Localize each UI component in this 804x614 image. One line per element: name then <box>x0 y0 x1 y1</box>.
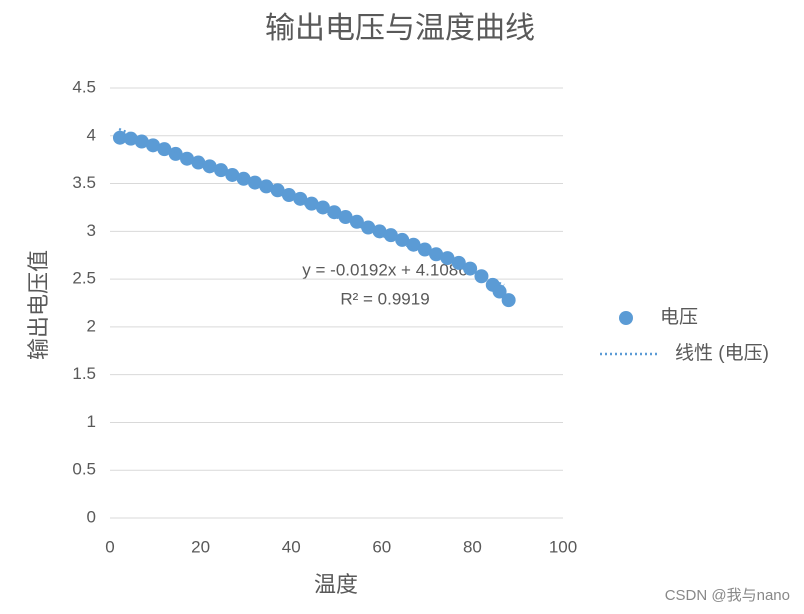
legend-label: 电压 <box>660 306 698 328</box>
x-tick-label: 20 <box>191 537 210 556</box>
data-point <box>202 159 217 174</box>
x-tick-label: 80 <box>463 537 482 556</box>
data-point <box>417 242 432 257</box>
y-tick-label: 0.5 <box>72 460 96 479</box>
x-tick-label: 60 <box>372 537 391 556</box>
data-point <box>259 179 274 194</box>
y-tick-label: 2 <box>87 316 96 335</box>
y-tick-label: 3 <box>87 221 96 240</box>
y-tick-label: 0 <box>87 507 96 526</box>
data-point <box>236 171 251 186</box>
watermark: CSDN @我与nano <box>665 587 790 604</box>
data-point <box>361 220 376 235</box>
trendline-equation: y = -0.0192x + 4.1086 <box>302 260 467 279</box>
legend-marker <box>619 311 633 325</box>
x-tick-label: 100 <box>549 537 577 556</box>
data-point <box>463 261 478 276</box>
legend-label: 线性 (电压) <box>675 342 769 364</box>
data-point <box>349 214 364 229</box>
x-tick-label: 0 <box>105 537 114 556</box>
y-tick-label: 1.5 <box>72 364 96 383</box>
y-tick-label: 2.5 <box>72 269 96 288</box>
y-tick-label: 1 <box>87 412 96 431</box>
trendline <box>118 127 505 287</box>
data-point <box>327 205 342 220</box>
y-tick-label: 4.5 <box>72 77 96 96</box>
data-point <box>451 255 466 270</box>
data-point <box>180 151 195 166</box>
data-point <box>112 130 127 145</box>
data-point <box>293 191 308 206</box>
data-point <box>146 138 161 153</box>
data-point <box>501 293 516 308</box>
data-point <box>406 237 421 252</box>
data-point <box>492 284 507 299</box>
y-axis-title: 输出电压值 <box>26 250 51 360</box>
data-point <box>225 167 240 182</box>
data-point <box>213 163 228 178</box>
y-tick-label: 3.5 <box>72 173 96 192</box>
data-point <box>270 183 285 198</box>
data-point <box>383 228 398 243</box>
data-point <box>372 224 387 239</box>
x-axis-title: 温度 <box>314 572 358 597</box>
trendline-r-squared: R² = 0.9919 <box>340 289 429 308</box>
chart-title: 输出电压与温度曲线 <box>265 12 535 45</box>
data-point <box>395 232 410 247</box>
data-point <box>157 142 172 157</box>
y-tick-label: 4 <box>87 125 96 144</box>
x-tick-label: 40 <box>282 537 301 556</box>
data-point <box>168 146 183 161</box>
